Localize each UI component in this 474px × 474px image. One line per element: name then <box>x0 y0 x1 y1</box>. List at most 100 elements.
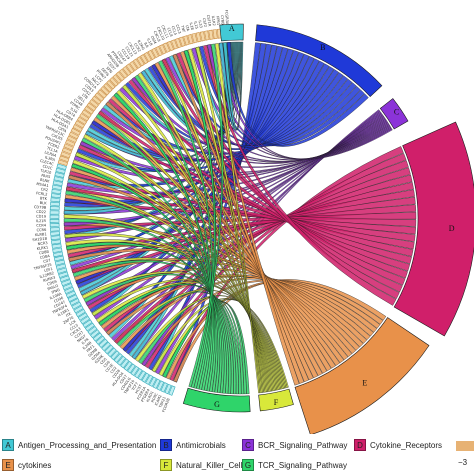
gene-tick <box>83 105 95 115</box>
gene-label: CD1C <box>42 164 53 171</box>
gene-tick <box>92 332 103 342</box>
gene-label: CXCL9 <box>153 30 162 43</box>
gene-tick <box>183 35 190 46</box>
sector-letter-f: F <box>274 398 279 407</box>
gene-tick <box>54 259 66 266</box>
ribbon-e <box>119 277 378 350</box>
gene-label: FCRL2 <box>36 191 48 196</box>
gene-label: CD52 <box>81 87 91 96</box>
gene-label: CXCL10 <box>156 26 165 41</box>
gene-tick <box>72 123 83 133</box>
gene-tick <box>70 127 81 136</box>
ribbon-f <box>116 89 268 393</box>
legend-item-f: F Natural_Killer_Cell <box>160 458 242 472</box>
legend-label-g: TCR_Signaling_Pathway <box>258 460 347 470</box>
gene-tick <box>143 51 152 63</box>
gene-label: CD247 <box>116 51 126 63</box>
gene-label: BLK <box>40 201 48 206</box>
ribbon-e <box>100 274 371 341</box>
gene-tick <box>64 286 75 295</box>
gene-label: GZMA <box>91 350 102 361</box>
ribbon-a <box>222 41 244 131</box>
gene-tick <box>59 155 70 163</box>
ribbon-g <box>81 137 217 392</box>
gene-tick <box>106 79 116 90</box>
gene-label: IL1B <box>146 38 153 47</box>
gene-tick <box>91 95 102 105</box>
gene-tick <box>179 36 186 47</box>
gene-label: DEF6 <box>100 67 110 77</box>
gene-tick <box>80 315 91 325</box>
gene-tick <box>101 341 111 352</box>
chord-diagram: FCGR2BTBX21ICAM2RORCKLRD1PTGER4FCER1AHCS… <box>32 10 474 434</box>
gene-label: TNFRSF25 <box>32 263 52 272</box>
gene-tick <box>118 68 129 79</box>
legend-swatch-d: D <box>354 439 366 451</box>
legend-label-a: Antigen_Processing_and_Presentation <box>18 440 157 450</box>
color-scale-label: −3 <box>458 458 468 467</box>
gene-tick <box>112 74 122 84</box>
gene-label: CD6 <box>103 360 112 369</box>
legend-item-e: E cytokines <box>2 458 51 472</box>
gene-label: RAC2 <box>91 77 101 86</box>
ribbon-d <box>161 58 403 293</box>
gene-tick <box>67 294 78 302</box>
gene-tick <box>94 92 105 102</box>
gene-tick <box>136 56 145 67</box>
gene-tick <box>77 312 88 321</box>
gene-tick <box>122 66 132 76</box>
gene-tick <box>151 47 160 59</box>
sector-letter-e: E <box>362 379 367 388</box>
ribbon-f <box>187 48 263 393</box>
gene-tick <box>50 231 61 236</box>
legend-item-d: D Cytokine_Receptors <box>354 438 442 452</box>
gene-label: CCR6 <box>36 228 47 233</box>
sector-g <box>182 387 251 413</box>
gene-tick <box>164 383 172 395</box>
gene-tick <box>81 109 92 118</box>
gene-tick <box>120 358 130 369</box>
gene-tick <box>53 251 64 258</box>
gene-label: BTK <box>40 196 48 201</box>
ribbon-g <box>95 113 215 392</box>
gene-tick <box>199 31 206 42</box>
gene-label: CCL21 <box>124 46 134 58</box>
gene-label: HCST <box>135 383 144 394</box>
gene-tick <box>134 368 143 379</box>
sector-letter-c: C <box>394 107 399 116</box>
gene-tick <box>174 37 182 49</box>
gene-tick <box>61 147 73 155</box>
gene-label: IL18R1 <box>57 308 70 317</box>
gene-tick <box>132 58 142 69</box>
gene-label: CCR2 <box>133 42 141 52</box>
gene-tick <box>170 39 178 50</box>
gene-label: IL15 <box>193 21 199 29</box>
gene-tick <box>65 290 77 299</box>
gene-label: PRF1 <box>86 344 95 353</box>
gene-tick <box>54 171 65 178</box>
gene-label: LEF1 <box>44 267 53 273</box>
ribbon-layer <box>63 41 417 395</box>
gene-label: CD79B <box>34 205 47 210</box>
gene-tick <box>50 201 60 207</box>
gene-tick <box>162 42 171 53</box>
gene-label: BLNK <box>40 178 51 184</box>
gene-label: CCL5 <box>69 323 79 331</box>
gene-label: SPN <box>105 66 113 74</box>
gene-tick <box>204 30 210 41</box>
gene-label: CCR7 <box>74 330 84 339</box>
gene-tick <box>110 350 120 361</box>
gene-tick <box>152 378 161 389</box>
legend-swatch-b: B <box>160 439 172 451</box>
gene-tick <box>49 223 60 228</box>
gene-label: TLR10 <box>39 168 53 175</box>
legend-item-b: B Antimicrobials <box>160 438 226 452</box>
gene-tick <box>97 89 108 99</box>
gene-label: FCGR2B <box>162 397 171 413</box>
legend-swatch-f: F <box>160 459 172 471</box>
gene-label: PAX5 <box>41 173 51 179</box>
legend-label-f: Natural_Killer_Cell <box>176 460 243 470</box>
gene-label: IL16 <box>70 107 79 115</box>
gene-tick <box>103 82 113 93</box>
legend-item-g: G TCR_Signaling_Pathway <box>242 458 347 472</box>
